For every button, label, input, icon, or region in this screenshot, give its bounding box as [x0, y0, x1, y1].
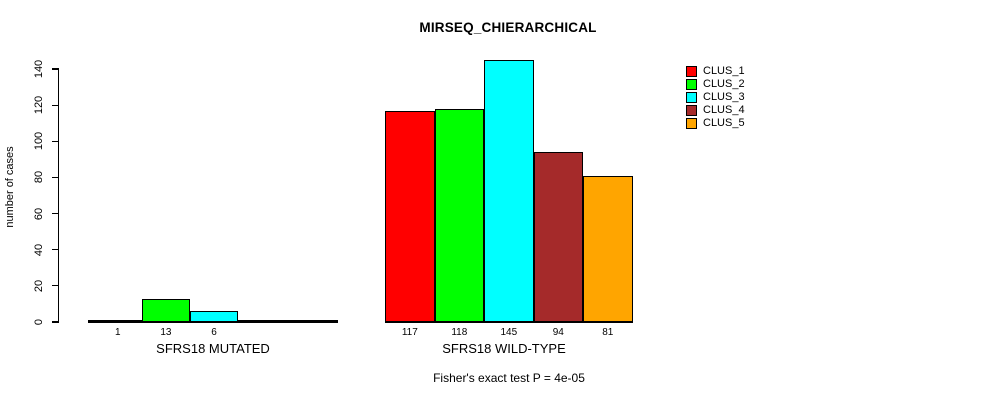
bar-value-label: 94 — [552, 327, 564, 338]
bar-value-label: 6 — [211, 327, 217, 338]
chart-title: MIRSEQ_CHIERARCHICAL — [419, 20, 597, 35]
legend-label-clus_4: CLUS_4 — [703, 103, 745, 116]
legend-swatch-clus_1 — [686, 66, 697, 77]
y-tick-mark — [52, 285, 59, 287]
y-tick-mark — [52, 68, 59, 70]
bar-value-label: 145 — [500, 327, 518, 338]
bar-value-label: 1 — [115, 327, 121, 338]
bar-value-label: 118 — [451, 327, 468, 338]
annotation-text: Fisher's exact test P = 4e-05 — [433, 371, 585, 385]
y-tick-mark — [52, 176, 59, 179]
y-tick-label: 120 — [33, 95, 45, 115]
group-label-mutated: SFRS18 MUTATED — [156, 341, 270, 356]
group-label-wildtype: SFRS18 WILD-TYPE — [442, 341, 566, 356]
y-tick-mark — [52, 212, 59, 215]
bar-clus_3 — [189, 311, 238, 322]
y-tick-label: 80 — [33, 171, 45, 184]
bar-clus_2 — [434, 108, 484, 322]
bar-value-label: 81 — [602, 327, 614, 338]
y-tick-label: 60 — [33, 207, 45, 220]
y-tick-label: 20 — [33, 279, 45, 293]
bar-clus_1 — [93, 320, 142, 323]
legend-swatch-clus_3 — [686, 92, 697, 103]
y-tick-label: 40 — [33, 243, 45, 256]
bar-clus_4 — [533, 152, 583, 322]
y-tick-mark — [52, 104, 59, 106]
bar-value-label: 117 — [401, 327, 418, 338]
y-tick-label: 0 — [33, 318, 45, 326]
bar-clus_3 — [484, 60, 534, 322]
y-axis-label: number of cases — [4, 146, 16, 228]
y-tick-mark — [52, 249, 59, 251]
bar-clus_5 — [583, 175, 633, 322]
y-tick-label: 140 — [33, 59, 45, 79]
legend-label-clus_1: CLUS_1 — [703, 64, 745, 77]
legend-label-clus_2: CLUS_2 — [703, 77, 745, 90]
y-tick-mark — [52, 321, 59, 323]
bar-value-label: 13 — [160, 327, 172, 338]
legend-swatch-clus_5 — [686, 118, 697, 129]
legend-swatch-clus_4 — [686, 105, 697, 116]
y-tick-mark — [52, 140, 59, 142]
legend-swatch-clus_2 — [686, 79, 697, 90]
legend-label-clus_3: CLUS_3 — [703, 90, 745, 103]
bar-clus_2 — [141, 298, 190, 322]
bar-clus_1 — [385, 110, 435, 322]
legend-label-clus_5: CLUS_5 — [703, 116, 745, 129]
y-axis-line — [57, 68, 59, 323]
y-tick-label: 100 — [33, 132, 45, 151]
